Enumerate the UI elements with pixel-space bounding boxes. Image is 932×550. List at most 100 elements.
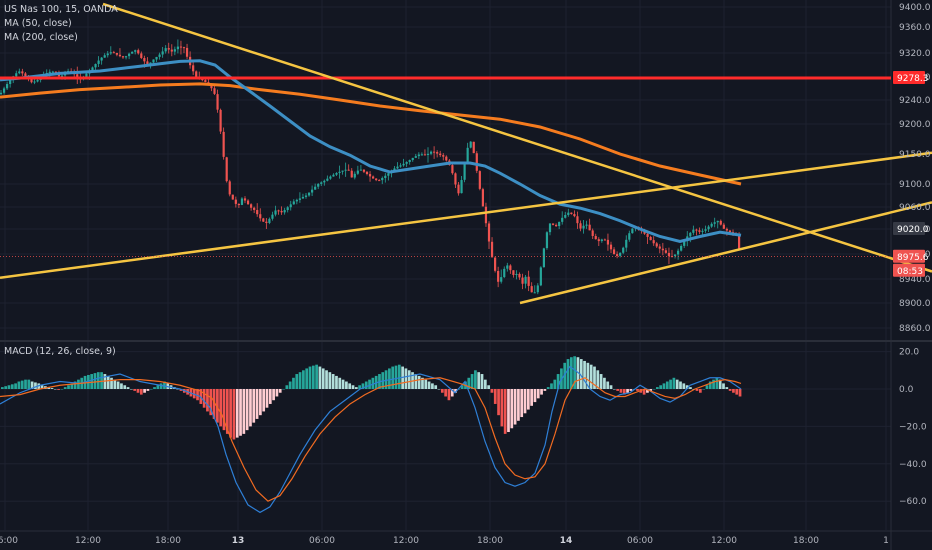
- candle-body: [573, 214, 576, 217]
- price-tag[interactable]: [893, 70, 925, 84]
- macd-histogram-bar: [30, 381, 34, 389]
- candle-body: [387, 173, 390, 176]
- macd-tick-label: 0.0: [899, 385, 914, 395]
- price-tag-label: 9278.3: [897, 74, 929, 84]
- macd-legend[interactable]: MACD (12, 26, close, 9): [4, 346, 116, 357]
- ma200-legend[interactable]: MA (200, close): [4, 32, 78, 43]
- macd-histogram-bar: [315, 364, 318, 389]
- price-tag[interactable]: [893, 222, 925, 235]
- macd-histogram-bar: [388, 368, 391, 389]
- candle-body: [555, 224, 558, 227]
- candle-body: [176, 46, 179, 50]
- candle-body: [164, 48, 167, 52]
- candle-body: [48, 71, 51, 73]
- ma200-line[interactable]: [0, 82, 742, 186]
- macd-histogram-bar: [447, 389, 451, 401]
- price-tag[interactable]: [893, 249, 925, 263]
- macd-histogram-bar: [265, 389, 269, 408]
- candle-body: [628, 233, 631, 240]
- macd-histogram-bar: [219, 389, 223, 427]
- candle-body: [396, 166, 399, 169]
- macd-histogram-bar: [606, 381, 610, 389]
- candle-body: [155, 56, 158, 60]
- candle-body: [439, 153, 442, 156]
- candle-body: [378, 180, 381, 182]
- signal-line[interactable]: [0, 377, 742, 502]
- candle-body: [182, 47, 186, 49]
- candle-body: [417, 154, 420, 157]
- time-tick-label: 12:00: [711, 536, 737, 546]
- macd-histogram-bar: [176, 389, 180, 390]
- candle-body: [30, 79, 33, 83]
- ma50-line[interactable]: [0, 59, 742, 244]
- candle-body: [603, 239, 606, 241]
- candle-body: [460, 180, 463, 194]
- macd-histogram-bar: [90, 374, 94, 389]
- macd-histogram-bar: [308, 366, 312, 389]
- price-tick-label: 9150.0: [899, 150, 931, 160]
- macd-histogram-bar: [507, 389, 510, 433]
- macd-histogram-bar: [573, 356, 576, 389]
- candle-body: [512, 270, 515, 275]
- symbol-legend[interactable]: US Nas 100, 15, OANDA: [4, 4, 118, 15]
- macd-histogram-bar: [493, 389, 497, 404]
- candle-body: [271, 214, 274, 219]
- candle-body: [146, 61, 149, 65]
- candle-body: [356, 170, 359, 174]
- time-tick-label: 06:00: [0, 536, 18, 546]
- trendline-lower-support[interactable]: [0, 151, 932, 279]
- macd-histogram-bar: [222, 389, 226, 431]
- candle-body: [521, 277, 524, 284]
- macd-histogram-bar: [235, 389, 239, 438]
- candle-body: [728, 230, 732, 233]
- macd-histogram-bar: [288, 381, 292, 389]
- candle-body: [134, 50, 137, 52]
- macd-histogram-bar: [553, 379, 557, 389]
- candle-body: [500, 277, 503, 282]
- macd-histogram-bar: [503, 389, 507, 434]
- macd-histogram-bar: [702, 389, 706, 390]
- candle-body: [167, 48, 170, 50]
- candle-body: [631, 228, 634, 234]
- candle-body: [280, 210, 283, 213]
- candle-body: [341, 170, 344, 172]
- candle-body: [94, 64, 97, 68]
- macd-histogram-bar: [563, 362, 567, 389]
- candle-body: [411, 157, 414, 160]
- macd-histogram-bar: [599, 374, 603, 389]
- candle-body: [362, 169, 366, 172]
- macd-histogram-bar: [302, 370, 305, 389]
- price-tick-label: 9360.0: [899, 23, 931, 33]
- ma50-legend[interactable]: MA (50, close): [4, 18, 72, 29]
- macd-histogram-bar: [57, 389, 60, 390]
- macd-histogram-bar: [526, 389, 530, 410]
- price-tag[interactable]: [893, 263, 925, 277]
- candle-body: [542, 248, 545, 268]
- macd-histogram-bar: [371, 377, 375, 389]
- macd-histogram-bar: [579, 359, 583, 389]
- trendline-descending[interactable]: [102, 2, 932, 273]
- trendline-rising-wedge[interactable]: [519, 201, 932, 305]
- macd-histogram-bar: [110, 377, 113, 389]
- candle-body: [475, 153, 478, 171]
- macd-histogram-bar: [242, 389, 246, 434]
- candle-body: [622, 247, 625, 253]
- candle-body: [591, 230, 594, 236]
- candle-body: [533, 292, 536, 294]
- candle-body: [259, 214, 262, 219]
- candle-body: [219, 109, 222, 132]
- macd-histogram-bar: [87, 374, 90, 389]
- price-tick-label: 9100.0: [899, 180, 931, 190]
- candle-body: [609, 244, 613, 250]
- macd-histogram-bar: [517, 389, 520, 421]
- candle-body: [408, 160, 411, 162]
- candle-body: [545, 232, 549, 249]
- macd-histogram-bar: [17, 381, 21, 389]
- macd-histogram-bar: [311, 365, 315, 389]
- candle-body: [243, 198, 247, 201]
- macd-histogram-bar: [116, 381, 120, 389]
- macd-histogram-bar: [460, 385, 464, 389]
- macd-line[interactable]: [0, 365, 742, 514]
- candle-body: [24, 73, 27, 77]
